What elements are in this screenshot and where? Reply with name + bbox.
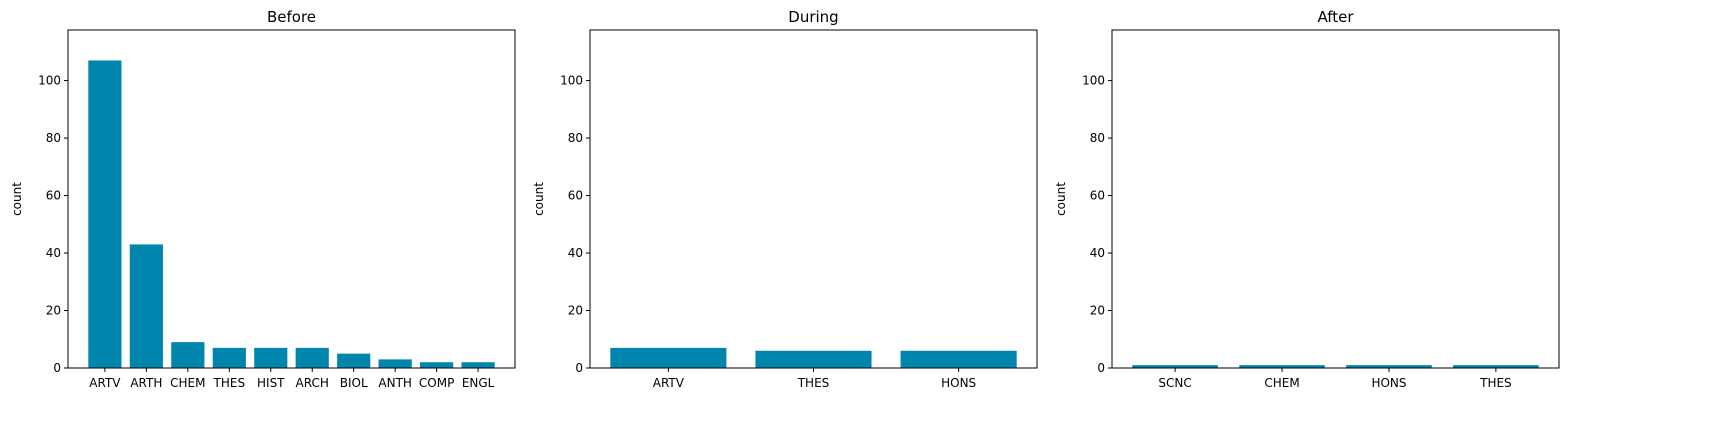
y-tick-label: 20: [46, 304, 61, 318]
y-tick-label: 0: [575, 361, 583, 375]
bar-arth: [129, 244, 163, 368]
y-tick-label: 60: [1090, 189, 1105, 203]
bar-artv: [88, 60, 122, 368]
x-tick-label: BIOL: [340, 376, 368, 390]
y-tick-label: 0: [1097, 361, 1105, 375]
y-tick-label: 100: [38, 74, 61, 88]
x-tick-label: THES: [1479, 376, 1512, 390]
y-tick-label: 0: [53, 361, 61, 375]
bar-arch: [295, 347, 329, 368]
chart-panel-before: Before count ARTV ARTH CHEM THES HIST ARCH BIOL A…: [10, 8, 516, 390]
x-tick-label: THES: [797, 376, 830, 390]
bar-hons: [900, 350, 1017, 368]
x-tick-label: ARCH: [296, 376, 329, 390]
bar-artv: [610, 347, 727, 368]
y-tick-label: 40: [1090, 246, 1105, 260]
bar-thes: [1453, 365, 1539, 368]
bar-thes: [755, 350, 872, 368]
bar-biol: [337, 353, 371, 368]
x-tick-label: CHEM: [1264, 376, 1299, 390]
y-tick-label: 40: [568, 246, 583, 260]
chart-panel-during: During count ARTV THES HONS 0 20 40 60 80 100: [532, 8, 1038, 390]
x-tick-label: ANTH: [378, 376, 412, 390]
y-tick-label: 100: [1082, 74, 1105, 88]
x-tick-label: COMP: [419, 376, 454, 390]
x-tick-label: HIST: [257, 376, 285, 390]
y-tick-label: 20: [568, 304, 583, 318]
bar-chem: [171, 342, 205, 368]
axes-frame: [589, 29, 1038, 369]
axes-frame: [67, 29, 516, 369]
x-tick-label: HONS: [1371, 376, 1406, 390]
chart-panel-after: After count SCNC CHEM HONS THES 0 20 40 60 80 100: [1054, 8, 1560, 390]
y-tick-label: 80: [46, 131, 61, 145]
x-tick-label: ARTV: [653, 376, 685, 390]
bar-hist: [254, 347, 288, 368]
bar-comp: [420, 362, 454, 368]
bar-chem: [1239, 365, 1325, 368]
axes-frame: [1111, 29, 1560, 369]
panel-title: After: [1317, 8, 1354, 26]
y-tick-label: 40: [46, 246, 61, 260]
x-tick-label: ARTV: [89, 376, 121, 390]
panel-title: Before: [267, 8, 316, 26]
y-tick-label: 100: [560, 74, 583, 88]
x-tick-label: ARTH: [130, 376, 162, 390]
y-tick-label: 20: [1090, 304, 1105, 318]
y-axis-label: count: [532, 182, 546, 216]
y-axis-label: count: [10, 182, 24, 216]
y-tick-label: 60: [46, 189, 61, 203]
bar-scnc: [1132, 365, 1218, 368]
y-axis-label: count: [1054, 182, 1068, 216]
x-tick-label: THES: [213, 376, 246, 390]
x-tick-label: CHEM: [170, 376, 205, 390]
bar-thes: [212, 347, 246, 368]
bar-anth: [378, 359, 412, 368]
bar-hons: [1346, 365, 1432, 368]
y-tick-label: 80: [568, 131, 583, 145]
x-tick-label: HONS: [941, 376, 976, 390]
panel-title: During: [788, 8, 838, 26]
bar-engl: [461, 362, 495, 368]
x-tick-label: ENGL: [462, 376, 495, 390]
x-tick-label: SCNC: [1158, 376, 1191, 390]
y-tick-label: 80: [1090, 131, 1105, 145]
y-tick-label: 60: [568, 189, 583, 203]
